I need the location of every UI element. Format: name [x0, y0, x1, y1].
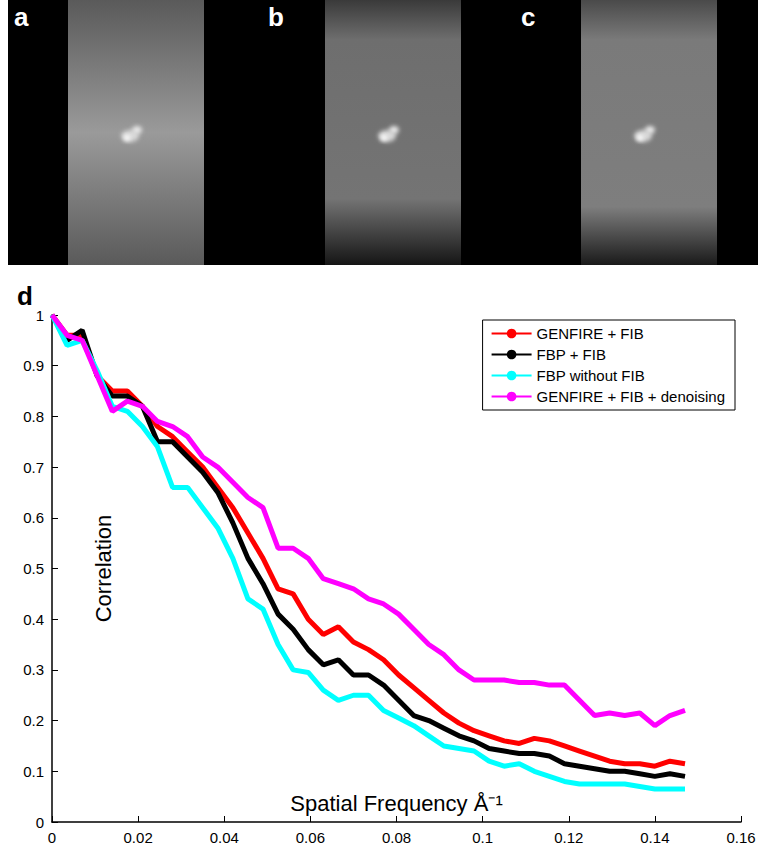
svg-text:0.7: 0.7	[23, 459, 44, 476]
svg-text:FBP + FIB: FBP + FIB	[537, 346, 606, 363]
svg-text:0.6: 0.6	[23, 509, 44, 526]
svg-text:0.16: 0.16	[726, 829, 755, 846]
svg-text:Spatial Frequency Å⁻¹: Spatial Frequency Å⁻¹	[290, 791, 502, 816]
svg-text:0.8: 0.8	[23, 408, 44, 425]
svg-text:d: d	[17, 281, 33, 311]
svg-text:GENFIRE + FIB + denoising: GENFIRE + FIB + denoising	[537, 388, 725, 405]
svg-text:0: 0	[36, 814, 44, 831]
svg-text:1: 1	[36, 307, 44, 324]
svg-text:0.04: 0.04	[210, 829, 239, 846]
svg-text:0.1: 0.1	[472, 829, 493, 846]
svg-text:0.4: 0.4	[23, 611, 44, 628]
svg-text:0.06: 0.06	[296, 829, 325, 846]
svg-text:0.14: 0.14	[640, 829, 669, 846]
svg-text:FBP without FIB: FBP without FIB	[537, 367, 645, 384]
svg-text:0.2: 0.2	[23, 712, 44, 729]
svg-text:0.5: 0.5	[23, 560, 44, 577]
svg-text:0.1: 0.1	[23, 763, 44, 780]
svg-text:0: 0	[48, 829, 56, 846]
svg-text:0.3: 0.3	[23, 661, 44, 678]
svg-text:b: b	[268, 2, 284, 32]
svg-text:Correlation: Correlation	[91, 515, 116, 623]
svg-text:0.12: 0.12	[554, 829, 583, 846]
svg-text:GENFIRE + FIB: GENFIRE + FIB	[537, 325, 644, 342]
svg-text:a: a	[14, 2, 29, 32]
svg-text:c: c	[521, 2, 535, 32]
svg-text:0.02: 0.02	[124, 829, 153, 846]
svg-text:0.08: 0.08	[382, 829, 411, 846]
svg-text:0.9: 0.9	[23, 357, 44, 374]
